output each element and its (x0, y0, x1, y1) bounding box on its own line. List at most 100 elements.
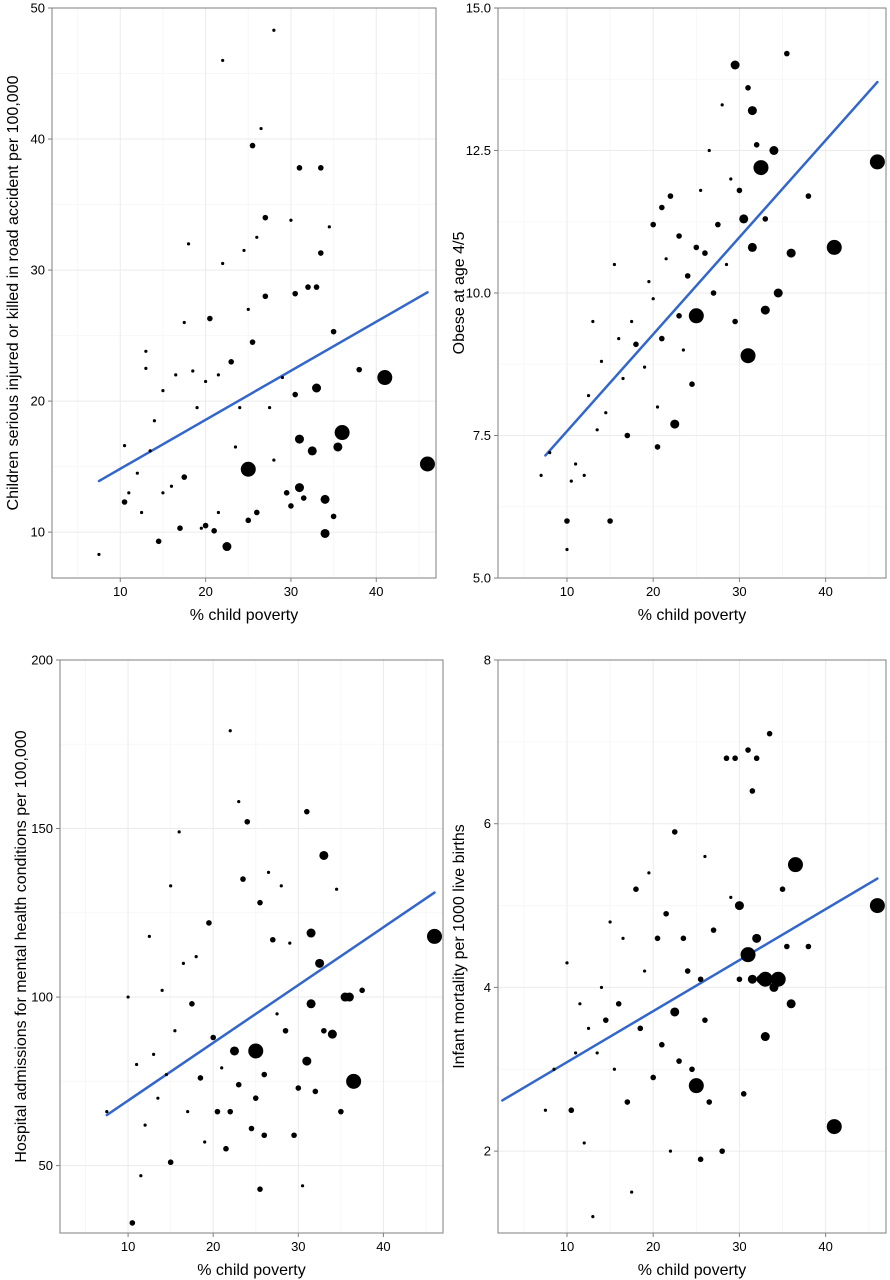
data-points (543, 730, 885, 1219)
data-point (608, 920, 612, 924)
data-point (578, 1002, 582, 1006)
panel-frame (59, 659, 444, 1234)
data-point (238, 406, 242, 410)
data-point (749, 788, 756, 794)
data-point (752, 933, 762, 943)
tick-labels: 10 20 30 40 50 100 150 200 (31, 653, 390, 1255)
data-point (313, 284, 320, 290)
panel-frame (51, 7, 437, 579)
data-point (630, 319, 634, 324)
data-point (779, 886, 786, 892)
trend-line-segment (97, 291, 429, 483)
data-point (642, 365, 647, 369)
data-point (654, 444, 661, 450)
data-point (719, 1148, 725, 1154)
y-tick-label: 6 (484, 816, 491, 831)
x-tick-label: 40 (369, 584, 383, 599)
grid (498, 7, 886, 579)
data-point (259, 126, 263, 131)
panel-mental-health: 10 20 30 40 50 100 150 200 % child poverty Hosp… (13, 653, 444, 1279)
data-point (143, 1123, 147, 1127)
data-point (320, 528, 330, 538)
y-tick-label: 5.0 (473, 571, 491, 586)
data-point (312, 383, 322, 393)
data-point (805, 943, 812, 950)
data-point (745, 747, 751, 753)
data-point (129, 1220, 136, 1226)
data-point (319, 850, 329, 860)
data-point (568, 1107, 575, 1114)
data-point (182, 320, 186, 325)
data-point (221, 261, 225, 266)
data-point (248, 1125, 255, 1132)
data-point (680, 935, 687, 942)
x-tick-label: 30 (284, 584, 298, 599)
data-point (688, 308, 704, 324)
data-point (689, 1066, 695, 1073)
data-point (318, 165, 324, 171)
y-tick-label: 7.5 (473, 428, 491, 443)
data-point (582, 473, 586, 477)
panel-background (498, 660, 886, 1233)
data-point (697, 976, 704, 983)
data-point (249, 142, 256, 149)
data-point (191, 369, 195, 373)
data-point (630, 1190, 634, 1194)
data-point (320, 494, 330, 504)
y-tick-label: 30 (31, 263, 45, 278)
data-point (211, 528, 217, 534)
data-point (283, 490, 290, 496)
data-point (223, 1145, 229, 1152)
data-point (647, 871, 651, 875)
data-point (647, 280, 651, 284)
data-point (245, 517, 252, 524)
data-point (135, 1062, 139, 1067)
data-point (321, 1027, 327, 1034)
data-point (135, 471, 139, 475)
data-point (121, 499, 128, 505)
data-point (599, 985, 604, 990)
y-tick-label: 15.0 (466, 1, 491, 16)
data-point (676, 233, 682, 239)
x-tick-label: 20 (206, 1239, 220, 1254)
data-point (156, 1096, 160, 1100)
data-point (261, 1071, 268, 1078)
data-point (684, 273, 691, 279)
x-tick-label: 30 (732, 1239, 746, 1254)
data-point (826, 239, 842, 255)
data-point (105, 1110, 109, 1114)
data-point (753, 142, 760, 148)
data-point (740, 947, 756, 963)
panel-border (497, 659, 887, 1234)
data-point (543, 1108, 548, 1112)
data-point (760, 1032, 770, 1042)
panel-infant-mortality: 10 20 30 40 2 4 6 8 % child poverty Infant mort… (451, 653, 887, 1279)
data-point (194, 955, 198, 959)
data-point (621, 376, 625, 381)
data-point (144, 366, 148, 370)
data-point (720, 103, 724, 107)
data-point (235, 1081, 242, 1088)
data-point (169, 484, 174, 488)
data-point (591, 1215, 595, 1219)
data-point (734, 901, 744, 911)
data-point (359, 987, 365, 994)
data-point (753, 160, 769, 176)
y-tick-label: 200 (31, 653, 53, 668)
grid (60, 659, 443, 1233)
data-point (703, 854, 707, 859)
data-point (330, 513, 337, 520)
data-point (275, 1012, 279, 1016)
data-point (155, 538, 162, 545)
data-point (203, 1140, 207, 1144)
data-point (784, 943, 790, 950)
panel-frame (497, 659, 887, 1234)
data-point (197, 1075, 204, 1081)
data-point (569, 479, 573, 483)
data-point (681, 348, 685, 352)
data-point (257, 899, 263, 906)
data-point (122, 444, 127, 448)
data-point (747, 106, 757, 116)
data-point (253, 509, 260, 516)
data-point (697, 1156, 704, 1163)
